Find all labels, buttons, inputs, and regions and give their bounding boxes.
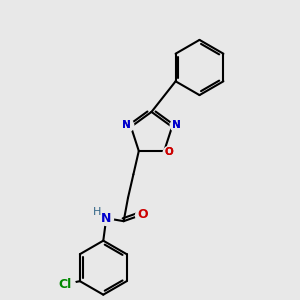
Text: N: N <box>101 212 112 225</box>
Text: O: O <box>138 208 148 221</box>
Text: Cl: Cl <box>58 278 71 291</box>
Text: N: N <box>122 120 131 130</box>
Text: N: N <box>172 120 181 130</box>
Text: N: N <box>122 120 131 130</box>
Text: O: O <box>165 147 173 157</box>
Text: N: N <box>172 120 181 130</box>
Text: H: H <box>92 207 101 217</box>
Text: O: O <box>165 147 173 157</box>
